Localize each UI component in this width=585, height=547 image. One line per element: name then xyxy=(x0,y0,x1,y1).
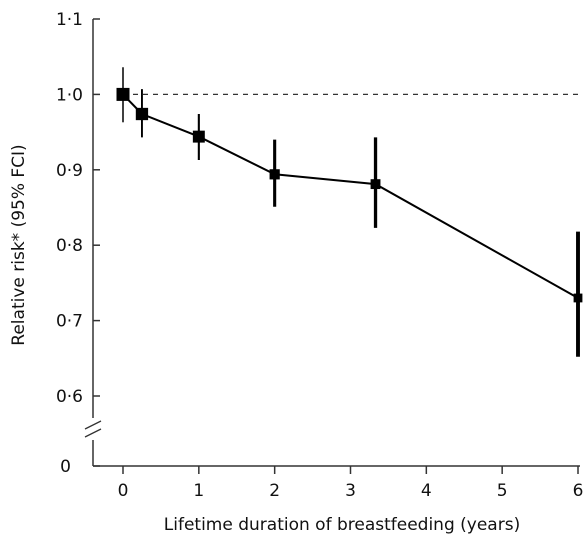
markers xyxy=(116,87,583,303)
y-tick-label-0: 0·6 xyxy=(56,387,83,407)
x-tick-label-1: 1 xyxy=(193,481,204,501)
x-tick-label-2: 2 xyxy=(269,481,280,501)
y-tick-label-1: 0·7 xyxy=(56,312,83,332)
x-tick-label-3: 3 xyxy=(345,481,356,501)
axes xyxy=(84,19,580,467)
x-tick-label-0: 0 xyxy=(118,481,129,501)
x-axis-label: Lifetime duration of breastfeeding (year… xyxy=(164,515,520,535)
y-tick-label-4: 1·0 xyxy=(56,85,83,105)
y-tick-label-zero: 0 xyxy=(60,457,71,477)
data-point-4 xyxy=(370,179,381,190)
y-tick-label-5: 1·1 xyxy=(56,10,83,30)
x-tick-label-6: 6 xyxy=(573,481,584,501)
ticks: 0·6 0·7 0·8 0·9 1·0 1·1 0 0 1 2 3 4 5 6 xyxy=(56,10,583,501)
y-axis-label: Relative risk* (95% FCI) xyxy=(9,144,29,345)
data-point-3 xyxy=(269,169,280,180)
data-point-0 xyxy=(116,87,130,101)
data-point-1 xyxy=(135,107,149,121)
x-tick-label-4: 4 xyxy=(421,481,432,501)
error-bars xyxy=(122,67,580,357)
y-axis-break-mark-2 xyxy=(84,428,102,438)
series-line-group xyxy=(122,93,579,299)
data-point-2 xyxy=(192,130,205,143)
series-line xyxy=(122,93,579,299)
y-tick-label-3: 0·9 xyxy=(56,161,83,181)
x-tick-label-5: 5 xyxy=(497,481,508,501)
y-tick-label-2: 0·8 xyxy=(56,236,83,256)
data-point-5 xyxy=(573,293,583,303)
y-axis-break-mark-1 xyxy=(84,420,102,430)
